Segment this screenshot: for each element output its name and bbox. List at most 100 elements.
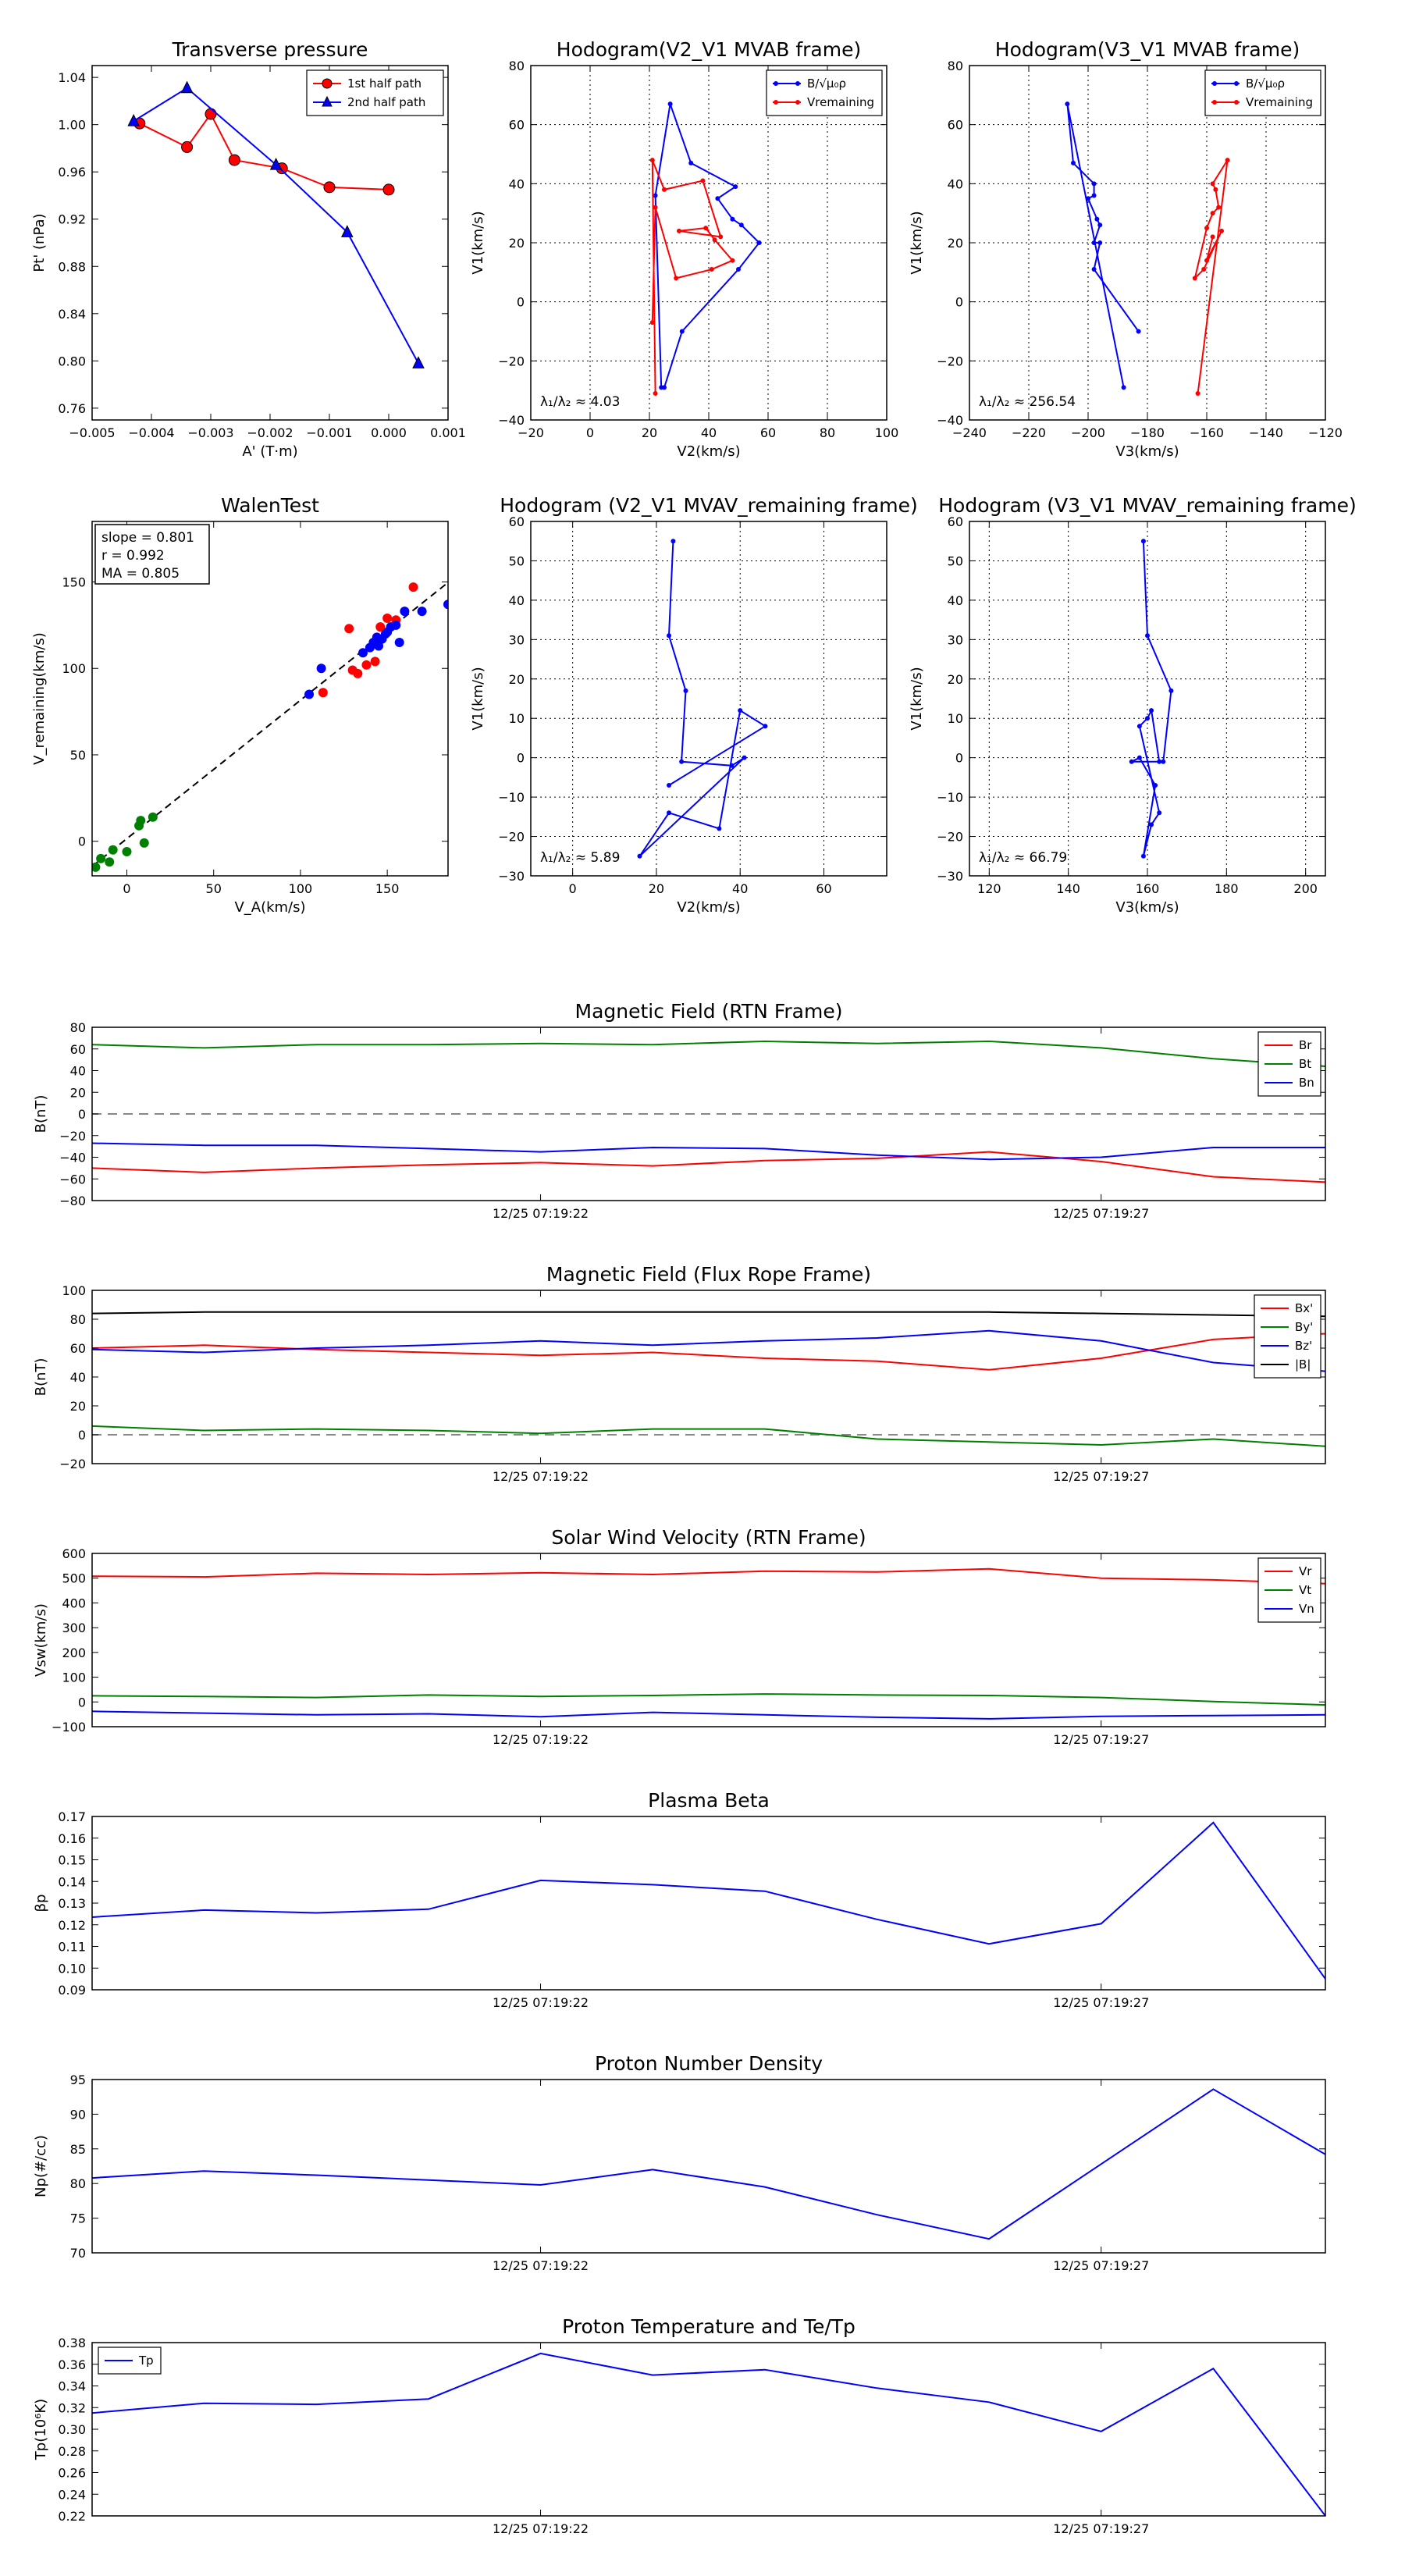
data-point bbox=[361, 660, 372, 670]
y-tick-label: 40 bbox=[70, 1064, 86, 1079]
y-tick-label: 0.26 bbox=[58, 2466, 86, 2481]
legend-marker bbox=[1234, 81, 1239, 86]
x-tick-label: 60 bbox=[816, 881, 831, 896]
x-tick-label: 200 bbox=[1293, 881, 1318, 896]
series-line-V bbox=[1131, 541, 1172, 857]
data-point bbox=[92, 862, 101, 872]
y-tick-label: −20 bbox=[59, 1457, 86, 1471]
y-axis-label: Tp(10⁶K) bbox=[33, 2399, 49, 2460]
legend-marker bbox=[795, 81, 800, 86]
legend-label: Vremaining bbox=[807, 95, 874, 109]
y-tick-label: 0 bbox=[517, 751, 525, 766]
y-tick-label: 90 bbox=[70, 2107, 86, 2122]
x-tick-label: 40 bbox=[732, 881, 748, 896]
legend-label: Br bbox=[1299, 1038, 1312, 1052]
data-point bbox=[96, 853, 106, 863]
x-tick-label: −120 bbox=[1308, 425, 1343, 440]
data-point bbox=[1219, 228, 1224, 233]
chart-title: Solar Wind Velocity (RTN Frame) bbox=[551, 1526, 866, 1549]
legend-label: Bx' bbox=[1295, 1301, 1313, 1315]
y-tick-label: 20 bbox=[509, 672, 525, 687]
data-point bbox=[733, 184, 738, 190]
plot-area bbox=[1065, 101, 1230, 396]
x-axis-label: V_A(km/s) bbox=[234, 899, 305, 916]
x-tick-label: −220 bbox=[1012, 425, 1046, 440]
data-point bbox=[677, 228, 681, 233]
legend-label: B/√μ₀ρ bbox=[1246, 76, 1285, 91]
data-point bbox=[1157, 810, 1162, 816]
data-point bbox=[340, 225, 354, 237]
series-line-V bbox=[638, 541, 767, 857]
x-tick-label: −180 bbox=[1130, 425, 1165, 440]
x-tick-label: 12/25 07:19:22 bbox=[493, 1732, 589, 1747]
legend: Tp bbox=[98, 2347, 162, 2375]
y-axis-label: V1(km/s) bbox=[470, 667, 486, 730]
x-tick-label: 12/25 07:19:27 bbox=[1053, 1206, 1149, 1221]
data-point bbox=[1204, 258, 1209, 263]
y-tick-label: 40 bbox=[509, 176, 525, 191]
chart-title: Hodogram(V2_V1 MVAB frame) bbox=[557, 38, 861, 61]
y-tick-label: 30 bbox=[509, 632, 525, 647]
data-point bbox=[127, 114, 140, 126]
y-tick-label: 0 bbox=[955, 295, 963, 310]
y-tick-label: 0 bbox=[517, 295, 525, 310]
x-tick-label: −240 bbox=[952, 425, 987, 440]
data-point bbox=[1145, 716, 1150, 721]
y-tick-label: 0.15 bbox=[58, 1853, 86, 1868]
chart-proton_temperature: 12/25 07:19:22 12/25 07:19:27 0.22 0.24 0.26… bbox=[33, 2315, 1326, 2536]
y-tick-label: 300 bbox=[62, 1621, 86, 1635]
y-tick-label: 0.88 bbox=[58, 259, 86, 274]
data-point bbox=[1201, 267, 1207, 272]
chart-title: Hodogram (V2_V1 MVAV_remaining frame) bbox=[500, 494, 918, 517]
data-point bbox=[679, 329, 685, 334]
chart-title: Proton Temperature and Te/Tp bbox=[562, 2315, 855, 2338]
y-tick-label: −40 bbox=[498, 413, 525, 428]
data-point bbox=[394, 638, 404, 648]
data-point bbox=[375, 622, 386, 632]
data-point bbox=[715, 196, 720, 201]
legend: B/√μ₀ρ Vremaining bbox=[766, 69, 883, 116]
y-tick-label: 0 bbox=[78, 1428, 86, 1443]
x-tick-label: −20 bbox=[518, 425, 544, 440]
x-tick-label: 50 bbox=[206, 881, 222, 896]
y-tick-label: −30 bbox=[937, 869, 963, 884]
data-point bbox=[1086, 196, 1090, 201]
y-axis-label: B(nT) bbox=[33, 1095, 49, 1133]
data-point bbox=[1153, 782, 1158, 788]
axes-frame bbox=[91, 1290, 1326, 1464]
plot-area bbox=[92, 1821, 1325, 1980]
data-point bbox=[1071, 160, 1076, 165]
y-tick-label: 0.12 bbox=[58, 1918, 86, 1933]
data-point bbox=[742, 755, 747, 760]
x-tick-label: 160 bbox=[1136, 881, 1160, 896]
legend-label: Vt bbox=[1299, 1583, 1311, 1597]
plot-area bbox=[92, 2088, 1325, 2240]
y-tick-label: 0 bbox=[78, 1695, 86, 1710]
chart-title: Magnetic Field (Flux Rope Frame) bbox=[546, 1263, 871, 1286]
y-tick-label: 80 bbox=[948, 59, 963, 73]
data-point bbox=[1136, 329, 1141, 334]
data-point bbox=[391, 620, 401, 630]
y-tick-label: 0.09 bbox=[58, 1983, 86, 1998]
eigenvalue-ratio: λ₁/λ₂ ≈ 256.54 bbox=[979, 394, 1076, 410]
legend-marker bbox=[774, 100, 778, 105]
data-point bbox=[738, 222, 744, 228]
y-axis-label: V1(km/s) bbox=[909, 211, 925, 274]
y-axis-label: Pt' (nPa) bbox=[31, 213, 48, 272]
data-point bbox=[136, 816, 146, 826]
y-tick-label: 60 bbox=[509, 118, 525, 133]
stat-ma: MA = 0.805 bbox=[101, 566, 180, 582]
y-tick-label: 60 bbox=[70, 1042, 86, 1057]
data-point bbox=[1140, 853, 1146, 859]
data-point bbox=[674, 276, 679, 281]
x-tick-label: −0.001 bbox=[306, 425, 352, 440]
data-point bbox=[408, 582, 418, 592]
axes-frame bbox=[91, 1816, 1326, 1991]
data-point bbox=[718, 234, 724, 240]
y-tick-label: −20 bbox=[498, 354, 525, 368]
legend-label: Tp bbox=[138, 2354, 154, 2368]
data-point bbox=[1091, 267, 1097, 272]
x-tick-label: 100 bbox=[875, 425, 899, 440]
data-point bbox=[1210, 181, 1215, 187]
